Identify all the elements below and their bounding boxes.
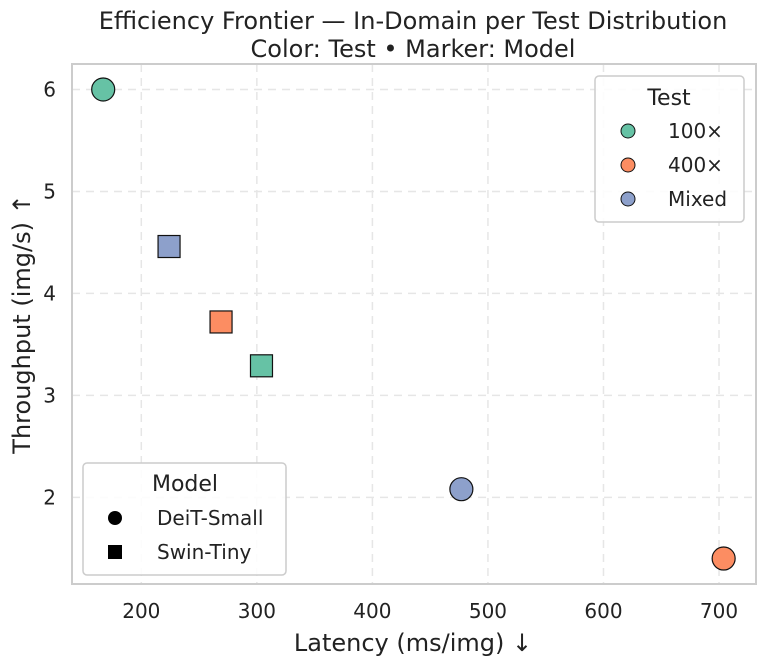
- data-point-square: [249, 354, 274, 378]
- legend-model-box: [82, 462, 287, 576]
- legend-test-label: 100×: [668, 119, 723, 143]
- y-tick-label: 4: [43, 281, 56, 305]
- y-tick-label: 6: [43, 77, 56, 101]
- data-points: [91, 77, 736, 571]
- x-tick-label: 500: [469, 599, 507, 623]
- legend-model-title: Model: [152, 472, 218, 497]
- legend-test-marker: [620, 157, 636, 173]
- x-tick-label: 300: [238, 599, 276, 623]
- axis-ticks: 200 300 400 500 600 700 2 3 4 5 6: [43, 77, 738, 623]
- legend-model-marker: [108, 511, 122, 525]
- data-point-square: [209, 310, 233, 334]
- legend-test-marker: [620, 123, 636, 139]
- plot-frame: [71, 63, 757, 585]
- legend-model-label: Swin-Tiny: [157, 540, 252, 564]
- x-tick-label: 400: [353, 599, 391, 623]
- legend-test-label: Mixed: [668, 187, 727, 211]
- data-point-circle: [91, 77, 116, 102]
- data-point-circle: [449, 477, 474, 502]
- legend-test-marker: [620, 191, 636, 207]
- x-tick-label: 700: [700, 599, 738, 623]
- data-point-circle: [711, 546, 736, 571]
- y-tick-label: 3: [43, 383, 56, 407]
- legend-test-box: [594, 75, 745, 223]
- legend-test-title: Test: [646, 86, 691, 111]
- legend-model-label: DeiT-Small: [157, 506, 263, 530]
- x-axis-label: Latency (ms/img) ↓: [294, 629, 532, 657]
- chart-subtitle: Color: Test • Marker: Model: [251, 35, 576, 63]
- legend-model: Model DeiT-Small Swin-Tiny: [82, 462, 287, 576]
- y-tick-label: 2: [43, 485, 56, 509]
- y-axis-label: Throughput (img/s) ↑: [8, 194, 36, 454]
- x-tick-label: 200: [122, 599, 160, 623]
- data-point-square: [157, 234, 181, 259]
- chart-title: Efficiency Frontier — In-Domain per Test…: [99, 7, 728, 35]
- y-tick-label: 5: [43, 179, 56, 203]
- legend-model-marker: [108, 545, 122, 559]
- legend-test: Test 100× 400× Mixed: [594, 75, 745, 223]
- x-tick-label: 600: [584, 599, 622, 623]
- legend-test-label: 400×: [668, 153, 723, 177]
